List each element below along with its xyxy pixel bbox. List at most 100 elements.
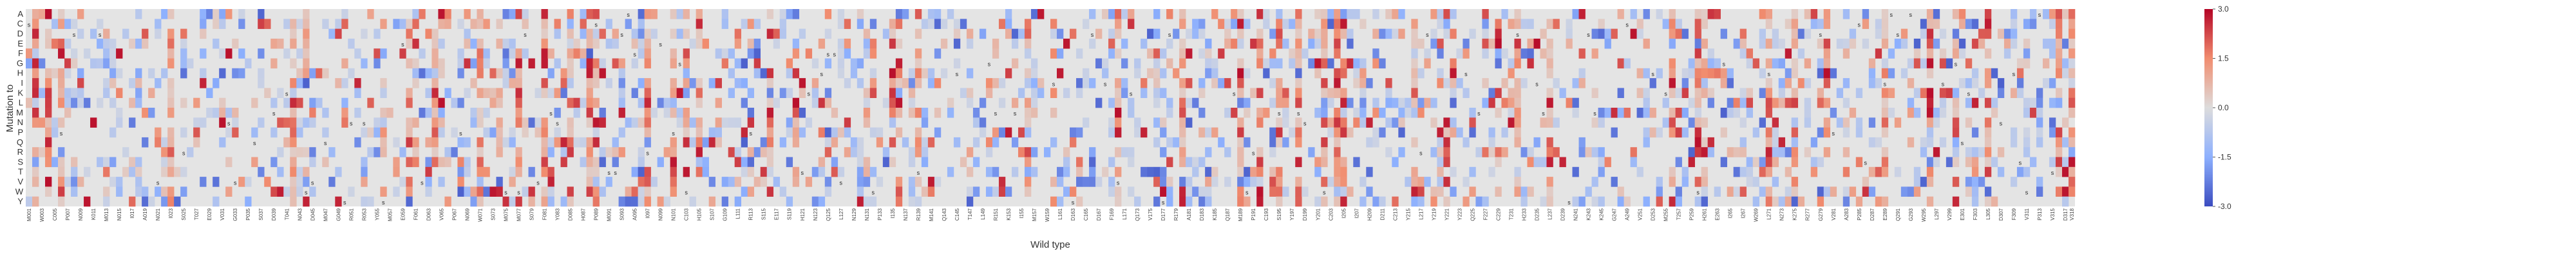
heatmap-cell (1958, 38, 1966, 49)
heatmap-cell (734, 58, 741, 69)
heatmap-cell (889, 117, 896, 128)
heatmap-cell (1108, 127, 1115, 138)
heatmap-cell (1978, 88, 1985, 98)
heatmap-cell (290, 147, 297, 157)
heatmap-cell (857, 9, 864, 19)
heatmap-cell (2068, 19, 2076, 29)
heatmap-cell (109, 68, 117, 79)
heatmap-cell (1624, 58, 1631, 69)
heatmap-cell (1546, 137, 1553, 148)
heatmap-cell (2023, 48, 2031, 59)
heatmap-cell (1727, 108, 1734, 118)
heatmap-cell (1778, 97, 1786, 108)
heatmap-cell (580, 137, 587, 148)
heatmap-cell (1694, 58, 1701, 69)
heatmap-cell (1108, 186, 1115, 197)
heatmap-cell (1907, 58, 1915, 69)
heatmap-cell (1913, 48, 1921, 59)
heatmap-cell (1108, 97, 1115, 108)
heatmap-cell (451, 147, 458, 157)
heatmap-cell (869, 88, 877, 98)
heatmap-cell (844, 38, 851, 49)
heatmap-cell (219, 48, 226, 59)
heatmap-cell (618, 78, 625, 88)
heatmap-cell (1546, 19, 1553, 29)
heatmap-cell (2068, 9, 2076, 19)
heatmap-cell (1540, 117, 1547, 128)
heatmap-cell (374, 48, 381, 59)
synonymous-marker: s (343, 199, 346, 206)
heatmap-cell (1791, 38, 1799, 49)
heatmap-cell (1952, 97, 1960, 108)
heatmap-cell (689, 78, 696, 88)
heatmap-cell (728, 48, 735, 59)
heatmap-cell (135, 78, 142, 88)
heatmap-cell (592, 166, 600, 177)
heatmap-cell (71, 58, 78, 69)
heatmap-cell (2055, 19, 2063, 29)
heatmap-cell (1121, 9, 1128, 19)
heatmap-cell (1295, 177, 1302, 187)
heatmap-cell (58, 157, 65, 168)
heatmap-cell (258, 9, 265, 19)
heatmap-cell (1849, 108, 1857, 118)
heatmap-cell (2055, 147, 2063, 157)
heatmap-cell (1546, 117, 1553, 128)
heatmap-cell (1669, 38, 1676, 49)
heatmap-cell (142, 137, 149, 148)
heatmap-cell (180, 38, 187, 49)
heatmap-cell (1952, 157, 1960, 168)
heatmap-cell (1411, 78, 1418, 88)
heatmap-cell (966, 97, 974, 108)
heatmap-cell (225, 108, 232, 118)
heatmap-cell (1791, 68, 1799, 79)
heatmap-cell (161, 196, 168, 207)
heatmap-cell (1237, 28, 1244, 39)
heatmap-cell (45, 88, 52, 98)
heatmap-cell (1733, 166, 1740, 177)
heatmap-cell (1501, 9, 1508, 19)
synonymous-marker: s (917, 170, 920, 176)
heatmap-cell (1141, 127, 1148, 138)
heatmap-cell (1578, 68, 1586, 79)
heatmap-cell (515, 166, 522, 177)
heatmap-cell (1024, 186, 1032, 197)
heatmap-cell (1591, 196, 1598, 207)
heatmap-cell (457, 19, 464, 29)
heatmap-cell (1855, 196, 1863, 207)
heatmap-cell (1276, 19, 1283, 29)
heatmap-cell (1495, 58, 1502, 69)
heatmap-cell (1321, 157, 1328, 168)
heatmap-cell (1933, 157, 1940, 168)
heatmap-cell (1141, 166, 1148, 177)
heatmap-cell (741, 78, 748, 88)
y-axis-label: Mutation to (5, 84, 15, 132)
heatmap-cell (1173, 137, 1180, 148)
heatmap-cell (882, 97, 890, 108)
heatmap-cell (1166, 196, 1173, 207)
heatmap-cell (1649, 108, 1656, 118)
synonymous-marker: s (311, 179, 314, 186)
heatmap-cell (361, 177, 368, 187)
heatmap-cell (1926, 48, 1934, 59)
heatmap-cell (522, 117, 529, 128)
heatmap-cell (1179, 157, 1186, 168)
heatmap-cell (960, 157, 967, 168)
heatmap-cell (296, 48, 303, 59)
heatmap-cell (747, 88, 755, 98)
heatmap-cell (1437, 78, 1444, 88)
heatmap-cell (972, 117, 980, 128)
heatmap-cell (1984, 166, 1992, 177)
column-tick-label: H121 (800, 208, 806, 221)
heatmap-cell (2042, 9, 2050, 19)
heatmap-cell (2068, 157, 2076, 168)
heatmap-cell (464, 9, 471, 19)
heatmap-cell (1926, 157, 1934, 168)
heatmap-cell (1340, 108, 1347, 118)
heatmap-cell (399, 177, 406, 187)
heatmap-cell (1005, 19, 1012, 29)
heatmap-cell (1057, 166, 1064, 177)
heatmap-cell (1353, 68, 1360, 79)
heatmap-cell (1894, 166, 1902, 177)
heatmap-cell (1772, 196, 1779, 207)
